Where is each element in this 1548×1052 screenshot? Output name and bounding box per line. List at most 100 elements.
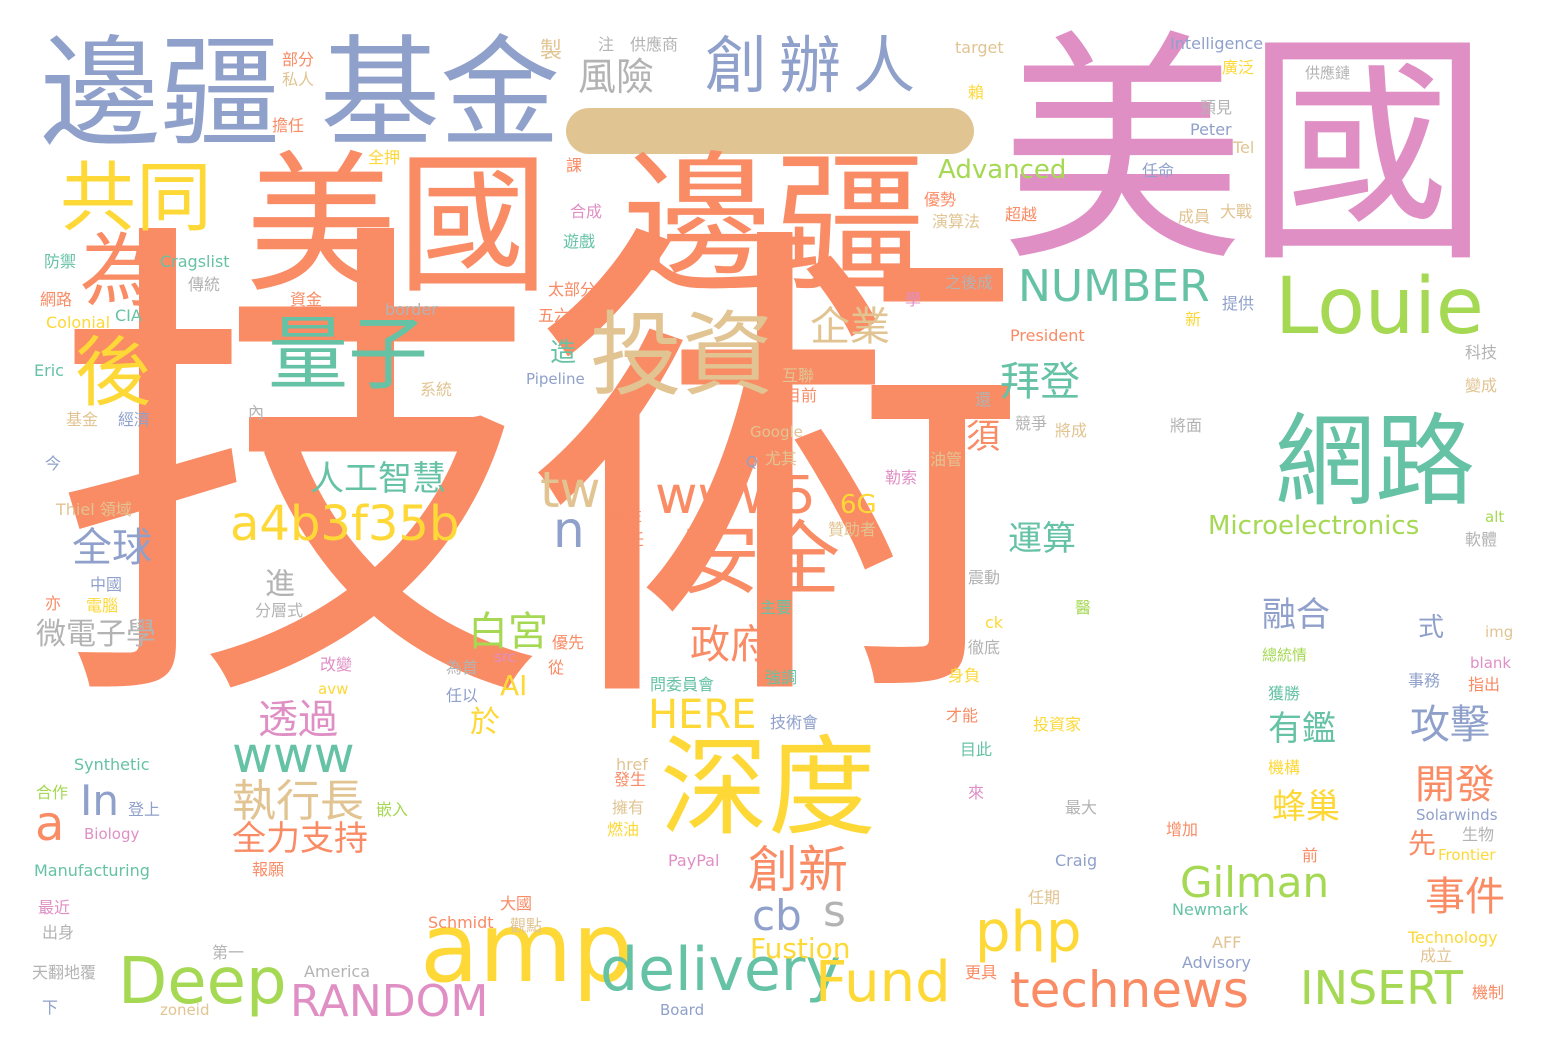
word: s bbox=[823, 886, 846, 937]
word: Tel bbox=[1233, 138, 1255, 157]
word: 拜登 bbox=[1000, 359, 1080, 405]
word: Deep bbox=[118, 945, 287, 1019]
word: 分層式 bbox=[255, 601, 304, 620]
word: 賴 bbox=[968, 83, 985, 102]
word: 任以 bbox=[446, 686, 479, 705]
word: 廣泛 bbox=[1222, 58, 1255, 77]
word: Newmark bbox=[1172, 900, 1249, 919]
word: 任命 bbox=[1142, 161, 1175, 180]
word: 為 bbox=[80, 225, 160, 318]
word: 運算 bbox=[1008, 519, 1076, 559]
word: Fund bbox=[815, 950, 951, 1015]
word: 全押 bbox=[368, 148, 401, 167]
word: www bbox=[232, 726, 355, 784]
word: Craig bbox=[1055, 851, 1098, 870]
word: America bbox=[304, 962, 370, 981]
word: 開發 bbox=[1415, 762, 1495, 808]
word: technews bbox=[1010, 961, 1249, 1019]
word: 太部分 bbox=[548, 280, 597, 299]
tan-pill-shape bbox=[566, 108, 974, 154]
word: 亦 bbox=[45, 594, 62, 613]
word: 下 bbox=[42, 998, 59, 1017]
word: cb bbox=[752, 891, 802, 940]
word: 白宮 bbox=[468, 609, 548, 655]
word: 之後成 bbox=[945, 273, 994, 292]
word: 改變 bbox=[320, 655, 353, 674]
word: 五六年 bbox=[538, 306, 587, 325]
word: 新 bbox=[1185, 310, 1202, 329]
word: PayPal bbox=[668, 851, 720, 870]
word: amp bbox=[420, 892, 634, 1004]
word: 網路 bbox=[40, 290, 73, 309]
word: 投資家 bbox=[1033, 715, 1082, 734]
word: 指出 bbox=[1468, 675, 1501, 694]
word: 式 bbox=[1418, 613, 1445, 643]
word: 深度 bbox=[660, 726, 877, 851]
word: 增加 bbox=[1166, 820, 1199, 839]
word: 學 bbox=[905, 290, 922, 309]
word: Synthetic bbox=[74, 755, 150, 774]
word: src bbox=[494, 648, 516, 666]
word: 美國 bbox=[245, 137, 549, 314]
word: Biology bbox=[84, 825, 140, 843]
word: 還 bbox=[975, 390, 992, 409]
word: 機構 bbox=[1268, 758, 1301, 777]
word: 問委員會 bbox=[650, 675, 715, 694]
word: Board bbox=[660, 1001, 705, 1019]
word: 供應商 bbox=[630, 35, 679, 54]
word: alt bbox=[1485, 508, 1505, 526]
word: 擁有 bbox=[612, 798, 645, 817]
word: Cragslist bbox=[160, 252, 230, 271]
word: 系統 bbox=[420, 380, 453, 399]
word: delivery bbox=[600, 935, 841, 1005]
word: avw bbox=[318, 680, 349, 698]
word: 美國 bbox=[1000, 10, 1490, 295]
word: 超越 bbox=[1005, 205, 1038, 224]
word: AI bbox=[500, 669, 528, 702]
word: 發生 bbox=[614, 770, 647, 789]
word: 任期 bbox=[1028, 888, 1061, 907]
word: border bbox=[385, 300, 438, 319]
word: 提供 bbox=[1222, 294, 1255, 313]
word: 報願 bbox=[252, 860, 285, 879]
word: 量子 bbox=[268, 308, 428, 401]
word: 強調 bbox=[765, 668, 798, 687]
word: 於 bbox=[470, 705, 500, 740]
word: 重任 bbox=[612, 530, 645, 549]
word: 投資 bbox=[590, 302, 775, 409]
word: 生物 bbox=[1462, 825, 1495, 844]
word: 人工智慧 bbox=[310, 459, 446, 499]
word: 6G bbox=[840, 490, 877, 520]
word: 事件 bbox=[1425, 874, 1505, 920]
word: 技術會 bbox=[770, 713, 819, 732]
word: 合作 bbox=[36, 783, 69, 802]
word: 觀點 bbox=[510, 916, 543, 935]
word: RANDOM bbox=[290, 976, 489, 1027]
word: a bbox=[35, 796, 65, 852]
word: 融合 bbox=[1262, 595, 1330, 635]
word: AFF bbox=[1212, 933, 1242, 952]
word: Frontier bbox=[1438, 846, 1496, 864]
word: Schmidt bbox=[428, 913, 494, 932]
word: 時性 bbox=[610, 506, 643, 525]
word: 網路 bbox=[1275, 403, 1475, 520]
word: 演算法 bbox=[932, 212, 981, 231]
word: zoneid bbox=[160, 1001, 210, 1019]
word: 機制 bbox=[1472, 983, 1505, 1002]
word: 全球 bbox=[72, 525, 152, 571]
word: 部分 bbox=[282, 50, 315, 69]
word: NUMBER bbox=[1018, 261, 1210, 312]
word: INSERT bbox=[1300, 961, 1463, 1015]
word: 大國 bbox=[500, 894, 533, 913]
word: Q bbox=[746, 453, 758, 471]
word: 預見 bbox=[1200, 98, 1233, 117]
word: 科技 bbox=[1465, 343, 1498, 362]
word: ck bbox=[985, 613, 1004, 632]
word: 出身 bbox=[42, 923, 75, 942]
word: 遊戲 bbox=[563, 232, 596, 251]
word: 技術 bbox=[50, 184, 1030, 766]
word: 今 bbox=[45, 454, 62, 473]
word: 成員 bbox=[1178, 207, 1211, 226]
word: Colonial bbox=[46, 313, 111, 332]
